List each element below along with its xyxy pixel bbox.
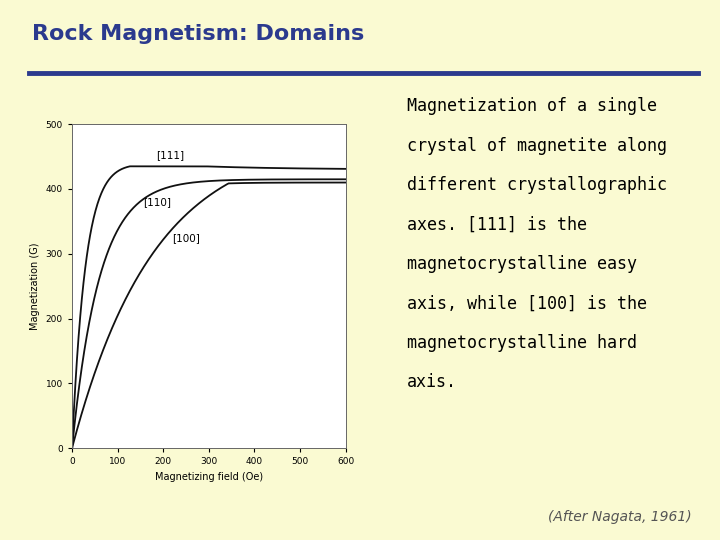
Text: [110]: [110] <box>143 197 171 207</box>
X-axis label: Magnetizing field (Oe): Magnetizing field (Oe) <box>155 472 263 482</box>
Text: Rock Magnetism: Domains: Rock Magnetism: Domains <box>32 24 364 44</box>
Text: Magnetization of a single: Magnetization of a single <box>407 97 657 115</box>
Text: [111]: [111] <box>156 150 184 160</box>
Text: axis, while [100] is the: axis, while [100] is the <box>407 294 647 312</box>
Text: axes. [111] is the: axes. [111] is the <box>407 215 587 233</box>
Y-axis label: Magnetization (G): Magnetization (G) <box>30 242 40 330</box>
Text: crystal of magnetite along: crystal of magnetite along <box>407 137 667 154</box>
Text: magnetocrystalline hard: magnetocrystalline hard <box>407 334 636 352</box>
Text: [100]: [100] <box>172 233 200 243</box>
Text: magnetocrystalline easy: magnetocrystalline easy <box>407 255 636 273</box>
Text: different crystallographic: different crystallographic <box>407 176 667 194</box>
Text: axis.: axis. <box>407 373 456 391</box>
Text: (After Nagata, 1961): (After Nagata, 1961) <box>548 510 691 524</box>
